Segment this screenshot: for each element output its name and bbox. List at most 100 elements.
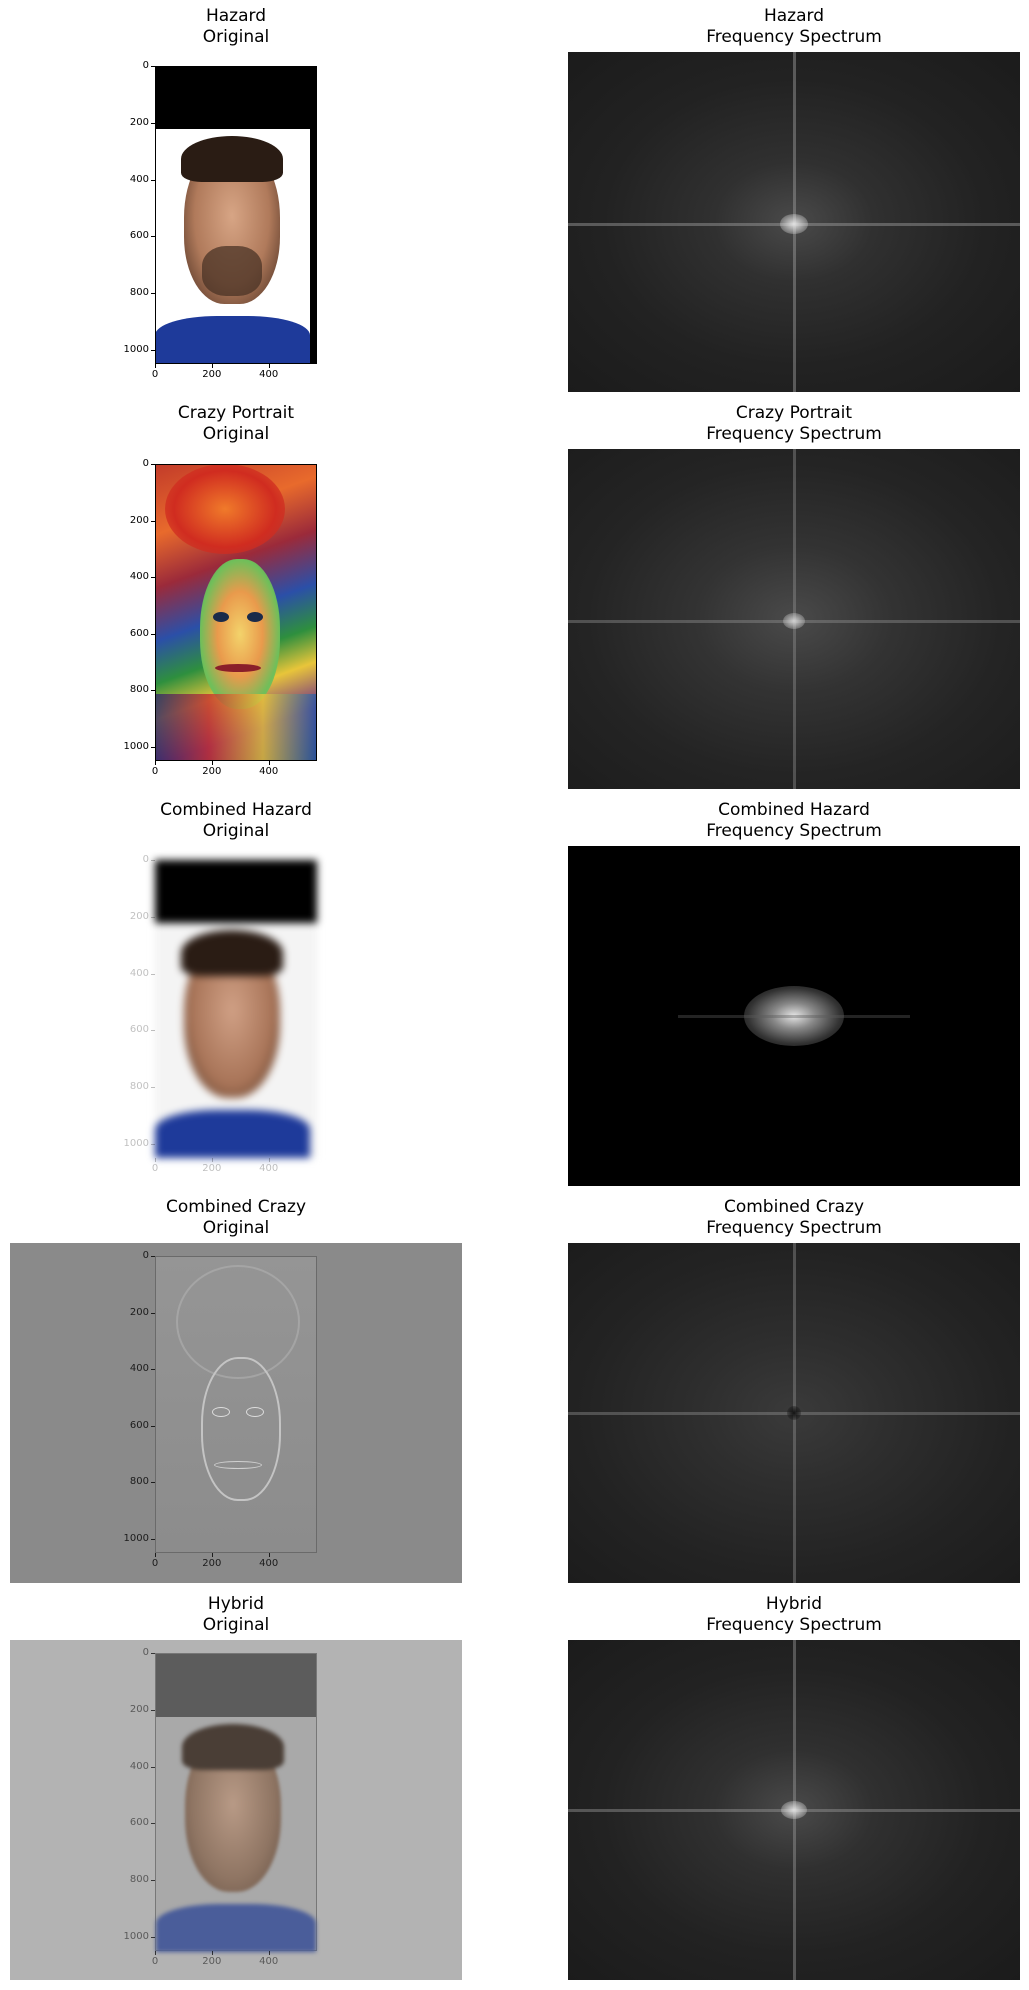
y-tick-label: 200 bbox=[129, 910, 149, 922]
y-tick-mark bbox=[151, 973, 155, 975]
y-tick-label: 400 bbox=[129, 1363, 149, 1375]
x-tick-label: 200 bbox=[202, 766, 222, 777]
x-tick-mark bbox=[155, 364, 156, 368]
y-tick-mark bbox=[151, 1030, 155, 1032]
y-tick-label: 600 bbox=[129, 230, 149, 242]
hazard-spectrum-title: Hazard Frequency Spectrum bbox=[706, 6, 882, 47]
row-combined-crazy: Combined Crazy Original Combined Crazy Fre… bbox=[0, 1191, 1029, 1586]
combined-hazard-spectrum-title: Combined Hazard Frequency Spectrum bbox=[706, 800, 882, 841]
x-tick-label: 400 bbox=[259, 766, 279, 777]
y-tick-mark bbox=[151, 860, 155, 861]
x-tick-mark bbox=[268, 1951, 270, 1955]
x-tick-mark bbox=[155, 761, 156, 765]
y-tick-mark bbox=[151, 293, 155, 295]
y-tick-label: 400 bbox=[129, 967, 149, 979]
x-tick-mark bbox=[268, 1553, 270, 1557]
y-tick-label: 0 bbox=[142, 1250, 149, 1261]
y-tick-label: 600 bbox=[129, 627, 149, 639]
y-tick-mark bbox=[151, 1256, 155, 1257]
crazy-portrait-axis-frame bbox=[155, 464, 317, 761]
y-tick-mark bbox=[151, 1425, 155, 1427]
y-tick-mark bbox=[151, 1823, 155, 1825]
hybrid-original-image bbox=[10, 1640, 462, 1980]
x-tick-label: 0 bbox=[151, 1163, 159, 1174]
x-tick-mark bbox=[155, 1158, 156, 1162]
row-hazard: Hazard Original Hazard Frequency Spectrum bbox=[0, 0, 1029, 395]
y-tick-label: 800 bbox=[129, 1874, 149, 1886]
y-tick-mark bbox=[151, 520, 155, 522]
y-tick-mark bbox=[151, 577, 155, 579]
hybrid-frequency-spectrum bbox=[568, 1640, 1020, 1980]
y-tick-label: 800 bbox=[129, 1081, 149, 1093]
x-tick-label: 0 bbox=[151, 766, 159, 777]
combined-hazard-original-title: Combined Hazard Original bbox=[160, 800, 312, 841]
y-tick-mark bbox=[151, 1936, 155, 1938]
x-tick-label: 200 bbox=[202, 1956, 222, 1967]
x-tick-label: 400 bbox=[259, 1163, 279, 1174]
y-tick-mark bbox=[151, 633, 155, 635]
combined-crazy-spectrum-title: Combined Crazy Frequency Spectrum bbox=[706, 1197, 882, 1238]
hazard-frequency-spectrum bbox=[568, 52, 1020, 392]
y-tick-label: 800 bbox=[129, 1476, 149, 1488]
y-tick-label: 1000 bbox=[123, 1137, 149, 1149]
x-tick-mark bbox=[155, 1951, 156, 1955]
y-tick-label: 600 bbox=[129, 1419, 149, 1431]
crazy-portrait-original-image bbox=[155, 464, 317, 761]
y-tick-mark bbox=[151, 1312, 155, 1314]
y-tick-mark bbox=[151, 916, 155, 918]
x-tick-mark bbox=[211, 1951, 213, 1955]
x-tick-label: 0 bbox=[151, 1558, 159, 1569]
y-tick-mark bbox=[151, 236, 155, 238]
x-tick-mark bbox=[155, 1553, 156, 1557]
x-tick-mark bbox=[211, 1553, 213, 1557]
crazy-portrait-frequency-spectrum bbox=[568, 449, 1020, 789]
y-tick-mark bbox=[151, 1766, 155, 1768]
y-tick-label: 400 bbox=[129, 1760, 149, 1772]
x-tick-label: 200 bbox=[202, 1163, 222, 1174]
x-tick-label: 400 bbox=[259, 1558, 279, 1569]
y-tick-label: 200 bbox=[129, 116, 149, 128]
combined-hazard-original-image bbox=[155, 860, 317, 1158]
y-tick-mark bbox=[151, 1538, 155, 1540]
y-tick-mark bbox=[151, 1369, 155, 1371]
y-tick-label: 0 bbox=[142, 1647, 149, 1658]
combined-crazy-frequency-spectrum bbox=[568, 1243, 1020, 1583]
y-tick-label: 0 bbox=[142, 60, 149, 71]
combined-crazy-original-image bbox=[10, 1243, 462, 1583]
combined-hazard-frequency-spectrum bbox=[568, 846, 1020, 1186]
row-crazy-portrait: Crazy Portrait Original Crazy Portrait Fre… bbox=[0, 397, 1029, 792]
y-tick-label: 600 bbox=[129, 1817, 149, 1829]
x-tick-label: 400 bbox=[259, 1956, 279, 1967]
x-tick-label: 200 bbox=[202, 1558, 222, 1569]
y-tick-label: 600 bbox=[129, 1024, 149, 1036]
y-tick-mark bbox=[151, 122, 155, 124]
y-tick-mark bbox=[151, 179, 155, 181]
y-tick-mark bbox=[151, 1482, 155, 1484]
y-tick-label: 800 bbox=[129, 684, 149, 696]
crazy-portrait-original-title: Crazy Portrait Original bbox=[177, 403, 295, 444]
hybrid-spectrum-title: Hybrid Frequency Spectrum bbox=[706, 1594, 882, 1635]
hazard-axis-frame bbox=[155, 66, 317, 364]
y-tick-label: 400 bbox=[129, 571, 149, 583]
y-tick-mark bbox=[151, 1087, 155, 1089]
x-tick-mark bbox=[268, 761, 270, 765]
combined-crazy-original-title: Combined Crazy Original bbox=[165, 1197, 307, 1238]
y-tick-label: 200 bbox=[129, 1703, 149, 1715]
y-tick-mark bbox=[151, 349, 155, 351]
crazy-portrait-spectrum-title: Crazy Portrait Frequency Spectrum bbox=[706, 403, 882, 444]
row-combined-hazard: Combined Hazard Original Combined Hazard F… bbox=[0, 794, 1029, 1189]
x-tick-mark bbox=[211, 761, 213, 765]
y-tick-label: 1000 bbox=[123, 1532, 149, 1544]
y-tick-mark bbox=[151, 1880, 155, 1882]
y-tick-label: 1000 bbox=[123, 343, 149, 355]
x-tick-label: 0 bbox=[151, 1956, 159, 1967]
y-tick-label: 1000 bbox=[123, 740, 149, 752]
y-tick-mark bbox=[151, 1709, 155, 1711]
y-tick-mark bbox=[151, 690, 155, 692]
hazard-original-title: Hazard Original bbox=[202, 6, 270, 47]
x-tick-mark bbox=[268, 1158, 270, 1162]
y-tick-label: 800 bbox=[129, 287, 149, 299]
hybrid-original-title: Hybrid Original bbox=[202, 1594, 270, 1635]
x-tick-mark bbox=[211, 364, 213, 368]
y-tick-label: 1000 bbox=[123, 1930, 149, 1942]
